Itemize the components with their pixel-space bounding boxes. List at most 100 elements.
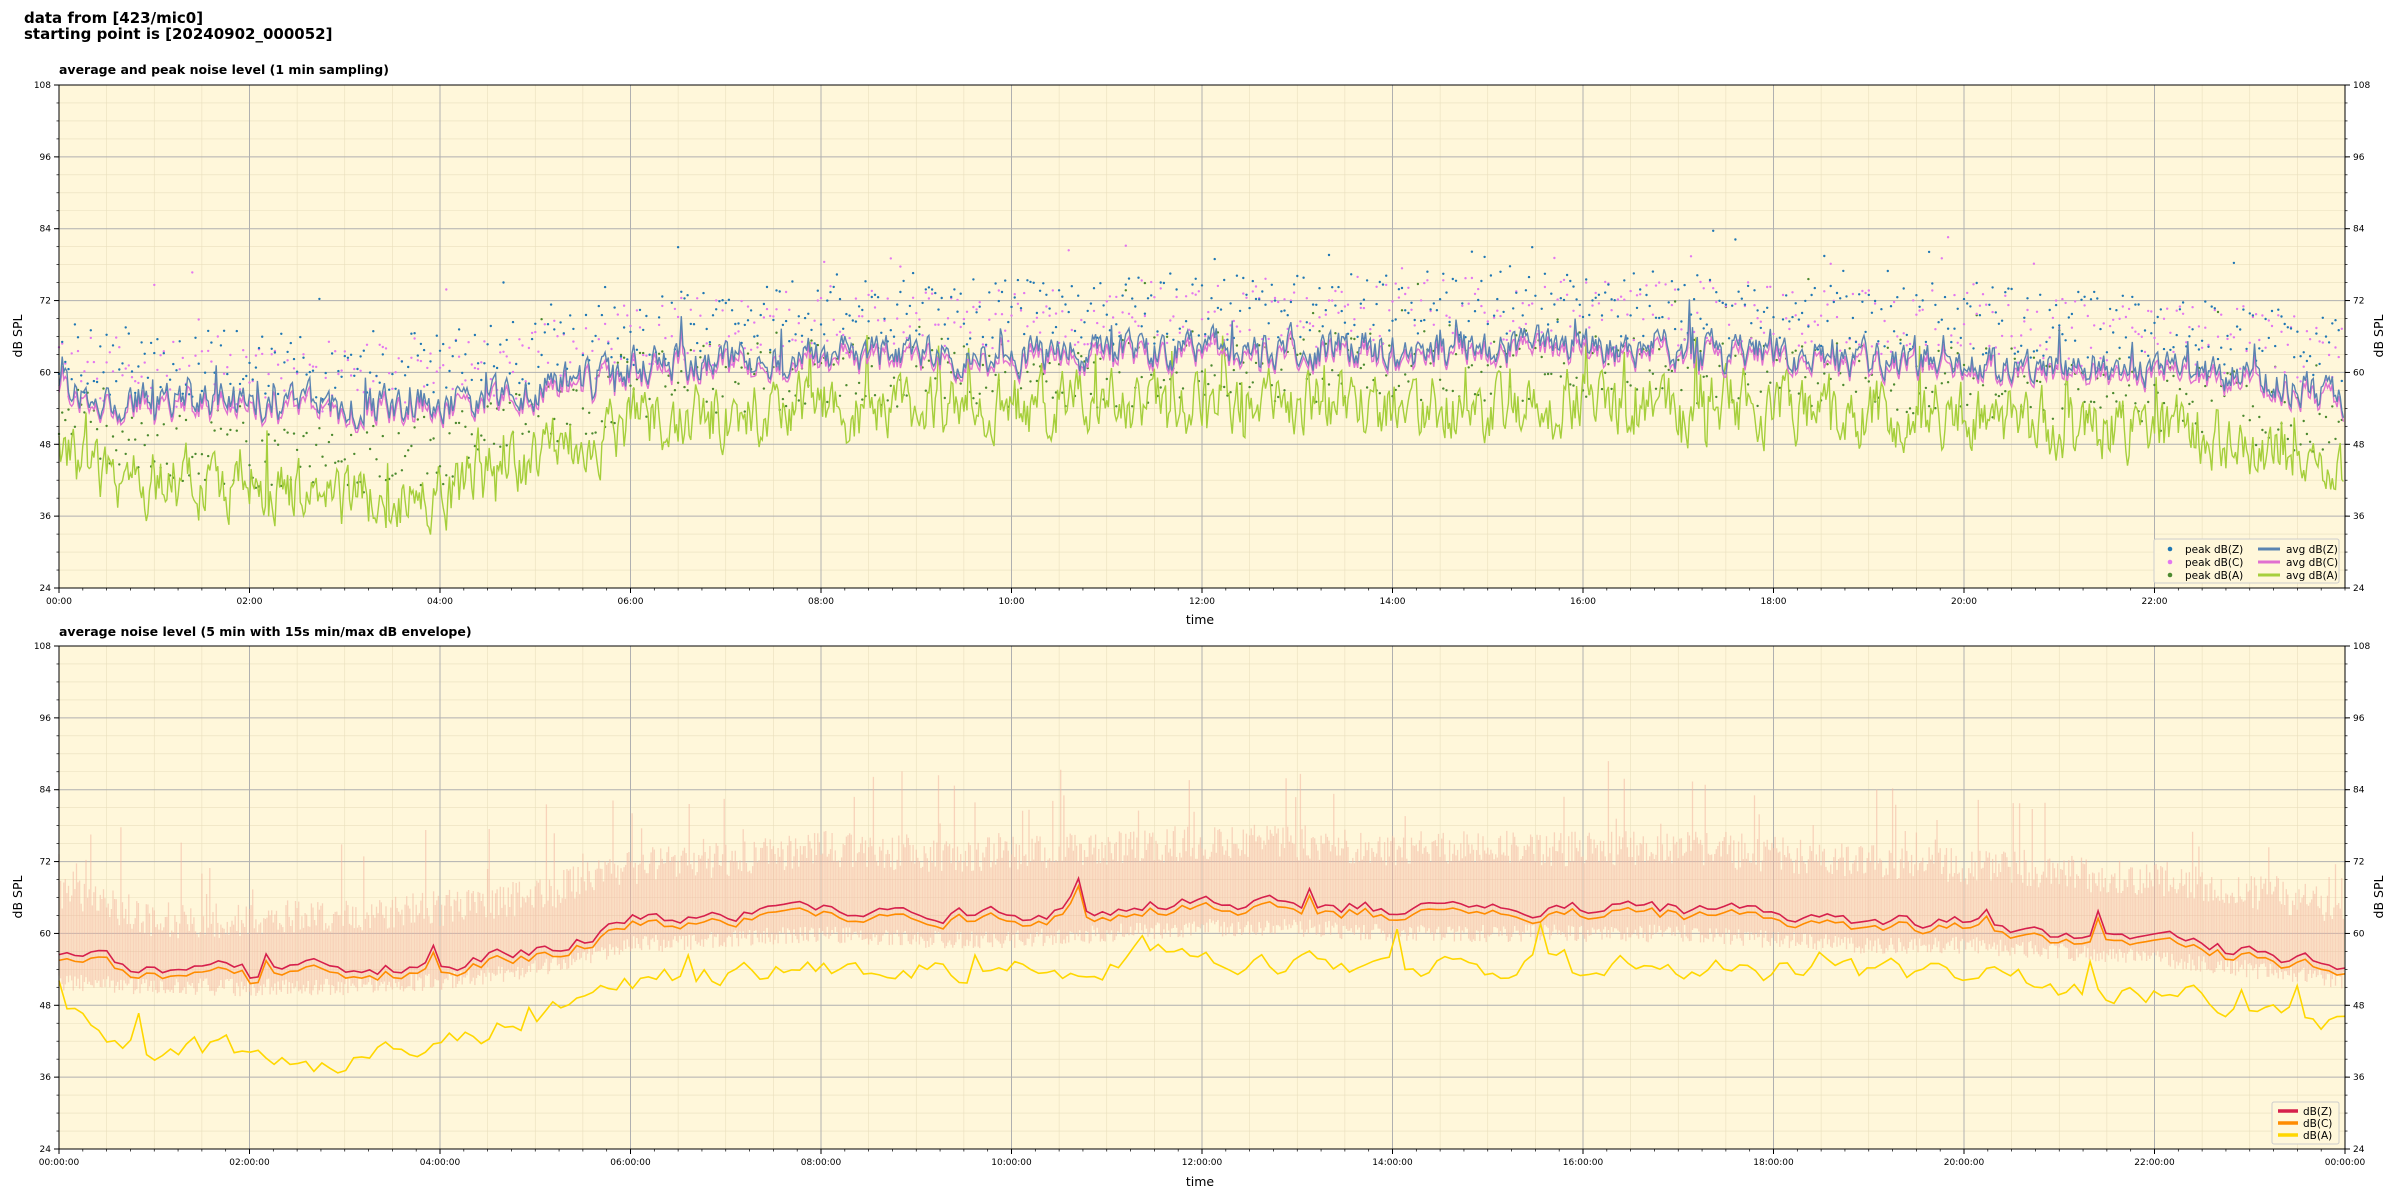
peak-point	[613, 306, 616, 309]
peak-point	[1946, 236, 1950, 239]
peak-point	[381, 434, 384, 438]
peak-point	[2054, 303, 2058, 307]
peak-point	[1600, 318, 1604, 322]
peak-point	[238, 382, 242, 386]
peak-point	[867, 320, 870, 323]
peak-point	[502, 408, 505, 412]
peak-point	[2042, 354, 2045, 357]
peak-point	[2140, 335, 2143, 338]
peak-point	[2327, 353, 2331, 357]
peak-point	[584, 313, 588, 317]
peak-point	[1391, 319, 1394, 322]
peak-point	[915, 329, 918, 332]
peak-point	[486, 405, 489, 408]
peak-point	[1756, 404, 1759, 408]
x-tick-label: 04:00	[427, 597, 453, 607]
peak-point	[1016, 302, 1020, 305]
peak-point	[1004, 329, 1007, 332]
peak-point	[276, 363, 280, 366]
peak-point	[819, 296, 823, 300]
peak-point	[359, 355, 362, 358]
peak-point	[1362, 363, 1366, 366]
peak-point	[959, 325, 962, 329]
peak-point	[1162, 281, 1166, 285]
peak-point	[1178, 327, 1182, 330]
peak-point	[267, 372, 270, 376]
peak-point	[597, 304, 600, 308]
y-tick-label: 72	[40, 858, 51, 868]
peak-point	[2293, 356, 2296, 359]
peak-point	[1677, 358, 1680, 362]
peak-point	[1959, 336, 1963, 340]
peak-point	[1842, 269, 1845, 273]
peak-point	[1210, 297, 1213, 300]
peak-point	[2283, 401, 2286, 404]
peak-point	[1731, 304, 1734, 307]
peak-point	[515, 392, 518, 396]
peak-point	[1962, 323, 1966, 326]
peak-point	[2254, 313, 2258, 316]
peak-point	[584, 432, 588, 435]
peak-point	[99, 397, 102, 400]
peak-point	[915, 311, 918, 315]
peak-point	[372, 330, 375, 333]
peak-point	[2261, 428, 2264, 432]
peak-point	[575, 389, 578, 392]
peak-point	[743, 347, 746, 350]
peak-point	[1956, 341, 1959, 344]
peak-point	[826, 299, 829, 302]
peak-point	[1038, 289, 1042, 292]
peak-point	[2172, 350, 2175, 354]
peak-point	[203, 478, 207, 482]
peak-point	[375, 458, 378, 461]
peak-point	[1302, 276, 1305, 279]
peak-point	[1858, 293, 1861, 296]
peak-point	[1067, 249, 1070, 252]
peak-point	[1994, 346, 1998, 349]
peak-point	[140, 341, 143, 344]
peak-point	[1540, 307, 1543, 310]
peak-point	[200, 350, 204, 353]
peak-point	[734, 380, 737, 384]
peak-point	[1680, 320, 1683, 323]
peak-point	[1435, 309, 1439, 312]
peak-point	[1343, 305, 1347, 308]
peak-point	[1543, 272, 1547, 275]
peak-point	[1899, 342, 1902, 345]
peak-point	[962, 322, 966, 325]
peak-point	[1565, 273, 1569, 277]
peak-point	[1604, 280, 1607, 284]
peak-point	[1410, 301, 1413, 304]
peak-point	[1527, 397, 1531, 401]
peak-point	[829, 291, 832, 294]
peak-point	[1845, 295, 1848, 298]
peak-point	[2220, 313, 2223, 316]
peak-point	[492, 394, 496, 397]
peak-point	[454, 339, 458, 342]
peak-point	[2007, 303, 2010, 307]
peak-point	[1118, 371, 1121, 374]
x-tick-label: 12:00	[1189, 597, 1215, 607]
peak-point	[2181, 301, 2185, 304]
peak-point	[927, 286, 931, 289]
peak-point	[276, 392, 280, 396]
peak-point	[1235, 274, 1239, 277]
peak-point	[442, 342, 445, 346]
peak-point	[1851, 316, 1855, 320]
peak-point	[134, 380, 137, 383]
peak-point	[1238, 382, 1242, 385]
peak-point	[1518, 326, 1521, 329]
peak-point	[1721, 342, 1724, 345]
peak-point	[1575, 298, 1578, 301]
peak-point	[657, 352, 661, 355]
peak-point	[667, 374, 670, 377]
peak-point	[1035, 311, 1039, 315]
peak-point	[2200, 346, 2204, 349]
peak-point	[1629, 289, 1632, 293]
peak-point	[1277, 395, 1280, 399]
peak-point	[2150, 310, 2153, 313]
peak-point	[1378, 280, 1382, 284]
peak-point	[762, 302, 766, 306]
legend-label-avg-z: avg dB(Z)	[2286, 544, 2338, 556]
